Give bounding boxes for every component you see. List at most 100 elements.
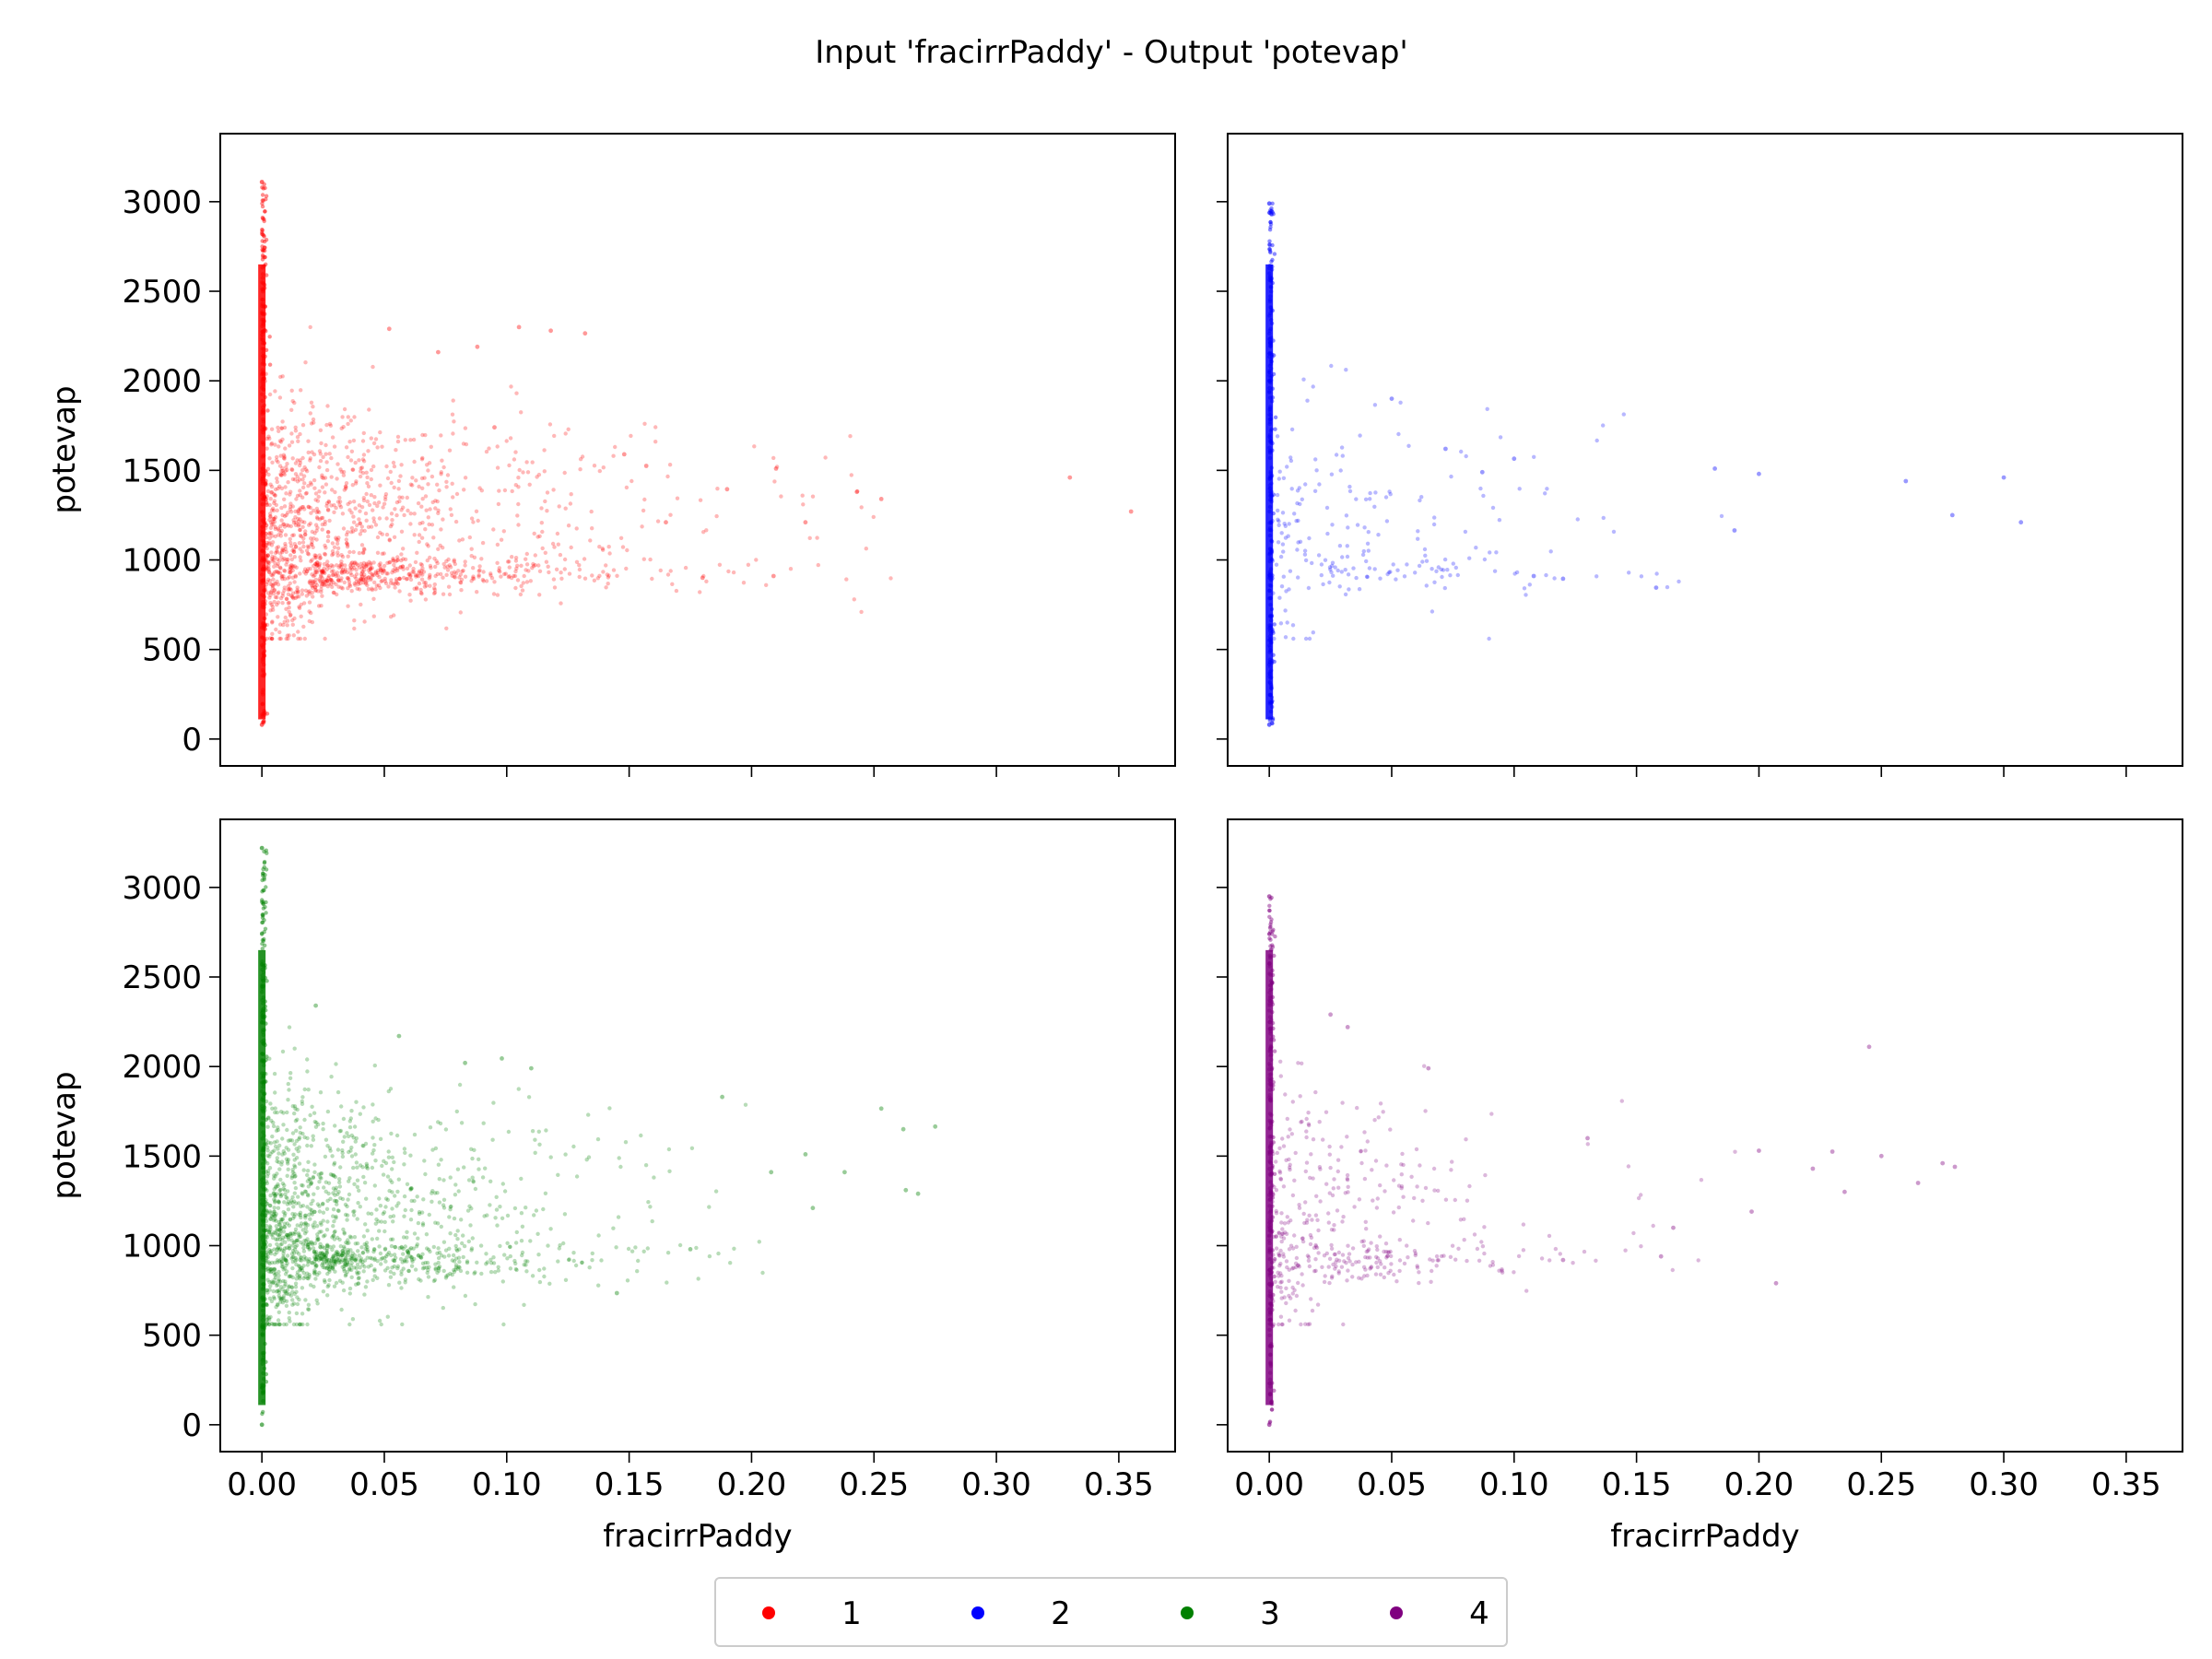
scatter-point — [457, 1082, 463, 1088]
scatter-point — [300, 549, 304, 554]
scatter-point — [282, 1289, 287, 1294]
scatter-point — [305, 1276, 310, 1281]
scatter-point — [888, 576, 893, 581]
scatter-point — [1268, 1081, 1274, 1087]
scatter-point — [288, 504, 293, 509]
scatter-point — [305, 1192, 311, 1197]
scatter-point — [363, 575, 368, 580]
scatter-point — [314, 1257, 319, 1262]
scatter-point — [436, 1266, 441, 1271]
scatter-point — [369, 493, 373, 498]
scatter-point — [290, 1248, 296, 1253]
scatter-point — [264, 1099, 269, 1104]
scatter-point — [352, 1209, 357, 1214]
scatter-point — [1415, 1265, 1420, 1270]
scatter-point — [364, 561, 369, 566]
scatter-point — [501, 529, 506, 534]
y-tick-label: 1500 — [122, 453, 202, 489]
scatter-point — [329, 569, 335, 574]
scatter-point — [429, 523, 435, 527]
scatter-point — [349, 589, 354, 594]
scatter-point — [374, 583, 379, 588]
scatter-point — [264, 1021, 268, 1026]
scatter-point — [816, 562, 820, 568]
scatter-point — [1269, 1341, 1274, 1347]
scatter-point — [290, 1255, 295, 1260]
scatter-point — [326, 1283, 331, 1288]
scatter-point — [372, 1268, 377, 1274]
scatter-point — [1267, 596, 1272, 601]
scatter-point — [1268, 920, 1274, 924]
scatter-point — [444, 559, 449, 564]
scatter-point — [354, 1265, 359, 1271]
scatter-point — [455, 1266, 461, 1271]
scatter-point — [771, 573, 776, 579]
scatter-point — [284, 549, 288, 554]
scatter-point — [391, 568, 395, 572]
scatter-point — [1267, 434, 1272, 439]
scatter-point — [262, 1207, 266, 1212]
scatter-point — [264, 1359, 268, 1364]
scatter-point — [1309, 1152, 1313, 1157]
scatter-point — [1330, 1274, 1335, 1279]
scatter-point — [306, 1307, 312, 1312]
y-tick-label: 1500 — [122, 1138, 202, 1175]
scatter-point — [1274, 1208, 1278, 1214]
scatter-point — [263, 1341, 267, 1347]
scatter-point — [1267, 1159, 1272, 1164]
scatter-point — [1267, 935, 1272, 941]
scatter-point — [281, 622, 286, 628]
scatter-point — [537, 534, 542, 538]
scatter-point — [310, 1261, 315, 1265]
scatter-point — [343, 1274, 348, 1278]
scatter-point — [535, 1231, 540, 1237]
scatter-point — [332, 1233, 336, 1238]
scatter-point — [1267, 1381, 1272, 1386]
scatter-point — [1306, 1122, 1312, 1126]
scatter-point — [1277, 595, 1282, 600]
scatter-point — [422, 584, 428, 589]
scatter-point — [1384, 1255, 1389, 1260]
scatter-point — [577, 567, 582, 572]
scatter-point — [379, 568, 383, 573]
scatter-point — [284, 1258, 288, 1263]
scatter-point — [447, 1246, 452, 1252]
scatter-point — [364, 1243, 369, 1248]
scatter-point — [2001, 475, 2006, 480]
scatter-point — [422, 1159, 427, 1163]
scatter-point — [1267, 1248, 1272, 1253]
scatter-point — [317, 553, 322, 558]
scatter-point — [411, 566, 416, 571]
scatter-point — [388, 1215, 393, 1219]
scatter-point — [506, 574, 512, 580]
scatter-point — [1266, 722, 1272, 727]
scatter-point — [1406, 1255, 1410, 1260]
scatter-point — [436, 1268, 441, 1273]
scatter-point — [280, 601, 285, 606]
scatter-point — [1432, 515, 1437, 520]
scatter-point — [262, 550, 267, 555]
scatter-point — [317, 510, 322, 514]
scatter-point — [343, 1263, 347, 1267]
scatter-point — [1345, 1176, 1350, 1182]
scatter-point — [274, 627, 278, 632]
scatter-point — [357, 565, 362, 570]
scatter-point — [1268, 1078, 1273, 1084]
scatter-point — [281, 1322, 287, 1327]
scatter-point — [403, 1207, 407, 1213]
scatter-point — [264, 1079, 268, 1084]
scatter-point — [382, 551, 386, 556]
x-tick-label: 0.10 — [1479, 1466, 1549, 1503]
scatter-point — [423, 494, 429, 499]
scatter-point — [364, 1196, 369, 1201]
scatter-point — [1639, 574, 1644, 579]
scatter-point — [261, 557, 265, 561]
scatter-point — [290, 533, 295, 538]
scatter-point — [530, 1274, 535, 1278]
scatter-point — [1290, 623, 1296, 628]
scatter-point — [359, 465, 365, 470]
scatter-point — [260, 1076, 265, 1080]
scatter-point — [290, 1259, 296, 1265]
scatter-point — [1267, 1152, 1272, 1157]
